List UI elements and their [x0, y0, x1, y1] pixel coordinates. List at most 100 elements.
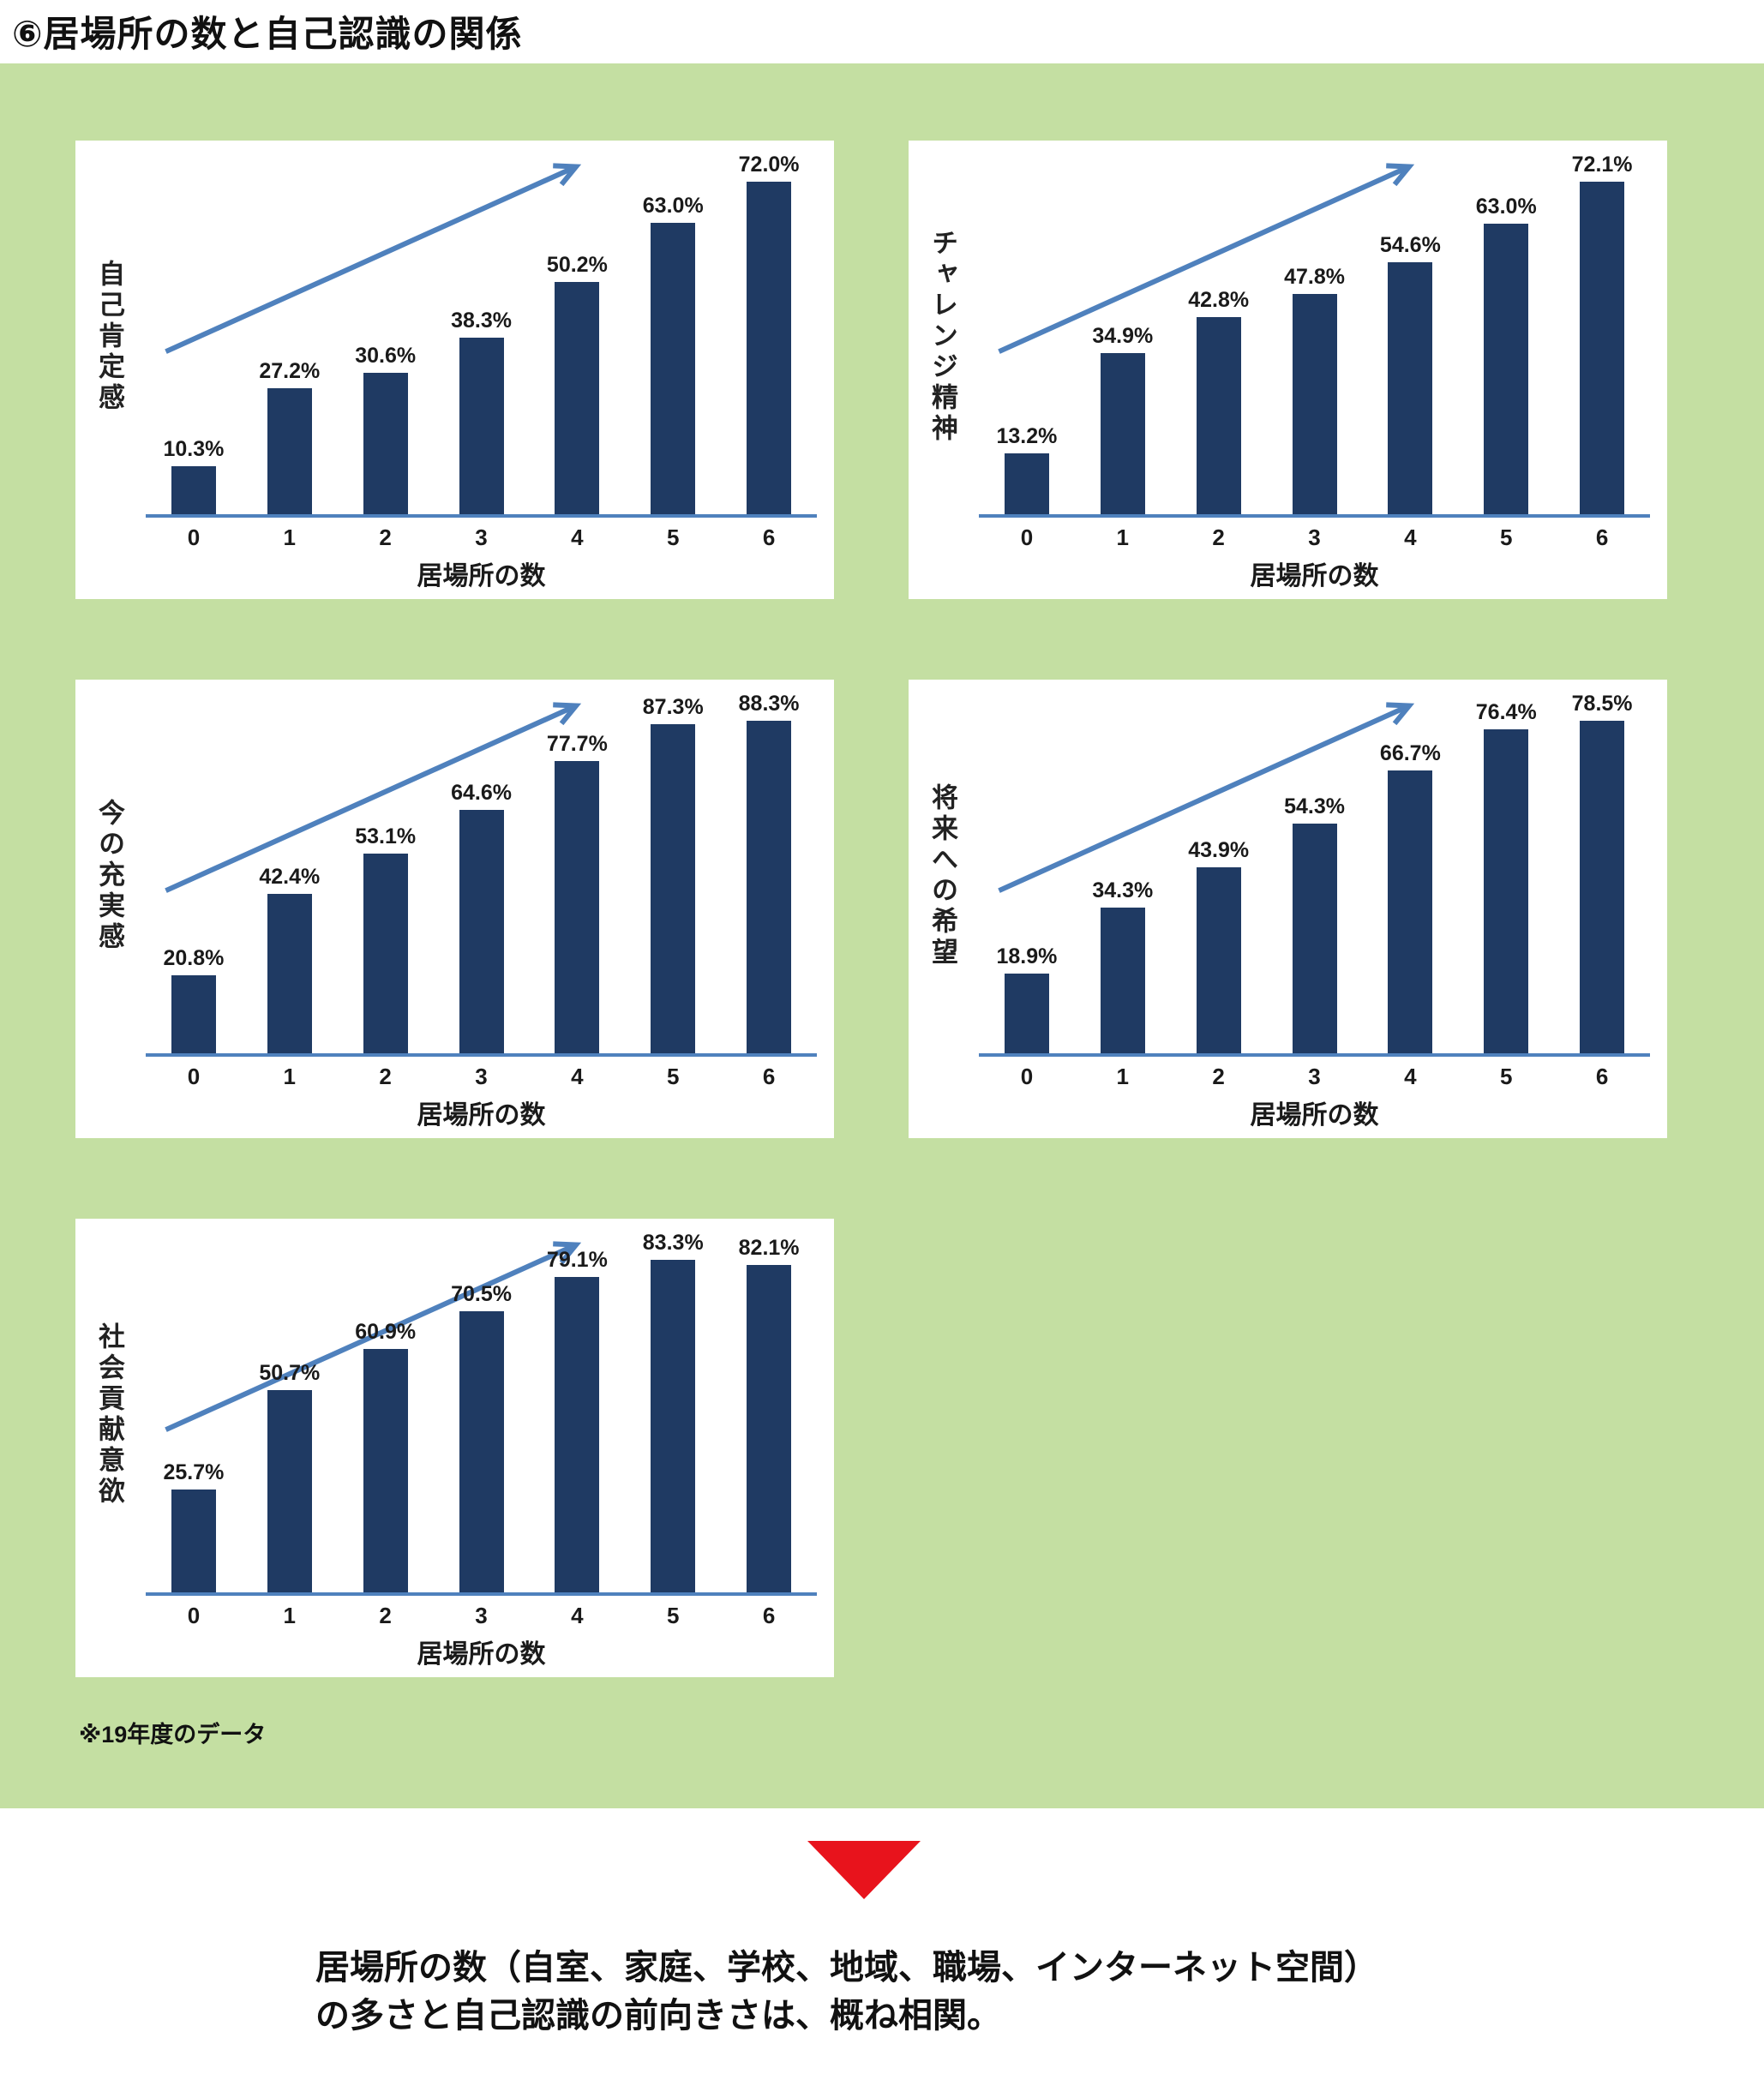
x-tick-label: 4	[571, 1603, 584, 1628]
bar	[555, 761, 600, 1054]
x-tick-label: 2	[379, 524, 392, 550]
bar	[171, 975, 216, 1054]
x-axis-label: 居場所の数	[1250, 562, 1379, 590]
bar-value-label: 70.5%	[451, 1282, 512, 1307]
bar	[1580, 182, 1625, 515]
bar-group: 54.3%	[1267, 794, 1363, 1054]
bar-group: 50.7%	[242, 1361, 338, 1593]
bar-group: 42.4%	[242, 865, 338, 1054]
chart-body: 25.7% 50.7% 60.9% 70.5% 79.1% 83.3% 82.1% 0 1 2 3 4…	[142, 1219, 834, 1677]
plot-area: 13.2% 34.9% 42.8% 47.8% 54.6% 63.0% 72.1%	[979, 153, 1650, 515]
bar-value-label: 53.1%	[355, 824, 417, 849]
bars-row: 25.7% 50.7% 60.9% 70.5% 79.1% 83.3% 82.1%	[146, 1231, 817, 1593]
bar-value-label: 42.4%	[259, 865, 321, 890]
bar-value-label: 77.7%	[546, 732, 608, 757]
bar-group: 63.0%	[625, 194, 721, 515]
bar-value-label: 34.3%	[1092, 878, 1154, 903]
plot-area: 25.7% 50.7% 60.9% 70.5% 79.1% 83.3% 82.1%	[146, 1231, 817, 1593]
bar-value-label: 82.1%	[738, 1236, 800, 1261]
bar	[1004, 974, 1049, 1054]
bar-value-label: 27.2%	[259, 359, 321, 384]
x-tick-label: 2	[1212, 1064, 1225, 1089]
bar-value-label: 72.0%	[738, 153, 800, 177]
bar	[1484, 729, 1529, 1054]
chart-challenge-spirit: チャレンジ精神 13.2% 34.9% 42.8% 47.8% 54.6% 63.0% 72.…	[909, 141, 1667, 599]
y-axis-title: 自己肯定感	[94, 260, 125, 414]
bar-group: 43.9%	[1171, 838, 1267, 1054]
bars-row: 18.9% 34.3% 43.9% 54.3% 66.7% 76.4% 78.5%	[979, 692, 1650, 1054]
bar	[267, 1390, 312, 1593]
bar-group: 42.8%	[1171, 288, 1267, 515]
chart-body: 20.8% 42.4% 53.1% 64.6% 77.7% 87.3% 88.3% 0 1 2 3 4…	[142, 680, 834, 1138]
bar-group: 34.9%	[1075, 324, 1171, 515]
bar	[747, 1265, 792, 1593]
x-tick-label: 4	[1404, 1064, 1417, 1089]
bar-value-label: 64.6%	[451, 781, 512, 806]
bar-value-label: 72.1%	[1571, 153, 1633, 177]
bar-value-label: 78.5%	[1571, 692, 1633, 716]
down-arrow-triangle	[807, 1841, 921, 1899]
bar-group: 30.6%	[338, 344, 434, 515]
x-tick-label: 3	[1308, 1064, 1321, 1089]
bar-group: 54.6%	[1362, 233, 1458, 515]
bar-value-label: 88.3%	[738, 692, 800, 716]
bars-row: 13.2% 34.9% 42.8% 47.8% 54.6% 63.0% 72.1%	[979, 153, 1650, 515]
bar	[555, 1277, 600, 1593]
x-tick-label: 3	[475, 1603, 488, 1628]
bar	[555, 282, 600, 515]
x-tick-label: 6	[762, 1603, 776, 1628]
plot-area: 20.8% 42.4% 53.1% 64.6% 77.7% 87.3% 88.3%	[146, 692, 817, 1054]
x-axis-line	[146, 514, 817, 518]
y-axis-title: 今の充実感	[94, 799, 125, 953]
bar	[1580, 721, 1625, 1054]
conclusion-line-2: の多さと自己認識の前向きさは、概ね相関。	[315, 1997, 1001, 2035]
bar	[171, 1490, 216, 1593]
bar-group: 82.1%	[721, 1236, 817, 1593]
x-tick-label: 0	[187, 1603, 201, 1628]
x-axis-label: 居場所の数	[417, 562, 546, 590]
plot-area: 18.9% 34.3% 43.9% 54.3% 66.7% 76.4% 78.5%	[979, 692, 1650, 1054]
bar	[1388, 262, 1433, 515]
bar-group: 50.2%	[529, 253, 625, 515]
y-axis-title-column: 将来への希望	[909, 680, 975, 1072]
x-tick-label: 4	[571, 524, 584, 550]
bar-value-label: 54.6%	[1379, 233, 1441, 258]
x-axis-line	[146, 1592, 817, 1596]
bar-value-label: 60.9%	[355, 1320, 417, 1345]
bar	[1196, 867, 1241, 1054]
bar	[1100, 908, 1145, 1054]
bar-value-label: 25.7%	[163, 1460, 225, 1485]
x-tick-label: 0	[1020, 524, 1034, 550]
x-tick-label: 2	[379, 1064, 392, 1089]
bar-group: 13.2%	[979, 424, 1075, 515]
bar	[171, 466, 216, 515]
x-tick-label: 3	[475, 524, 488, 550]
x-axis-line	[979, 514, 1650, 518]
bar-value-label: 63.0%	[1475, 195, 1537, 219]
chart-social-contribution: 社会貢献意欲 25.7% 50.7% 60.9% 70.5% 79.1% 83.3% 82.1…	[75, 1219, 834, 1677]
chart-body: 10.3% 27.2% 30.6% 38.3% 50.2% 63.0% 72.0% 0 1 2 3 4…	[142, 141, 834, 599]
bar-group: 72.0%	[721, 153, 817, 515]
x-tick-label: 4	[571, 1064, 584, 1089]
bar	[1388, 770, 1433, 1054]
bars-row: 20.8% 42.4% 53.1% 64.6% 77.7% 87.3% 88.3%	[146, 692, 817, 1054]
bar-value-label: 79.1%	[546, 1248, 608, 1273]
x-axis-line	[979, 1053, 1650, 1057]
chart-body: 18.9% 34.3% 43.9% 54.3% 66.7% 76.4% 78.5% 0 1 2 3 4…	[975, 680, 1667, 1138]
y-axis-title: 社会貢献意欲	[94, 1322, 125, 1508]
bar	[651, 724, 696, 1054]
x-tick-label: 5	[666, 1603, 680, 1628]
bar-value-label: 83.3%	[642, 1231, 704, 1256]
bar-value-label: 13.2%	[996, 424, 1058, 449]
chart-hope-for-future: 将来への希望 18.9% 34.3% 43.9% 54.3% 66.7% 76.4% 78.5…	[909, 680, 1667, 1138]
y-axis-title-column: 社会貢献意欲	[75, 1219, 142, 1611]
x-tick-label: 5	[1499, 1064, 1513, 1089]
bar-group: 76.4%	[1458, 700, 1554, 1054]
bar-group: 47.8%	[1267, 265, 1363, 515]
x-ticks-row: 0 1 2 3 4 5 6	[979, 524, 1650, 551]
bar	[267, 894, 312, 1054]
bar-group: 20.8%	[146, 946, 242, 1054]
conclusion-text: 居場所の数（自室、家庭、学校、地域、職場、インターネット空間） の多さと自己認識…	[315, 1944, 1378, 2040]
x-tick-label: 3	[475, 1064, 488, 1089]
bar	[363, 854, 408, 1054]
